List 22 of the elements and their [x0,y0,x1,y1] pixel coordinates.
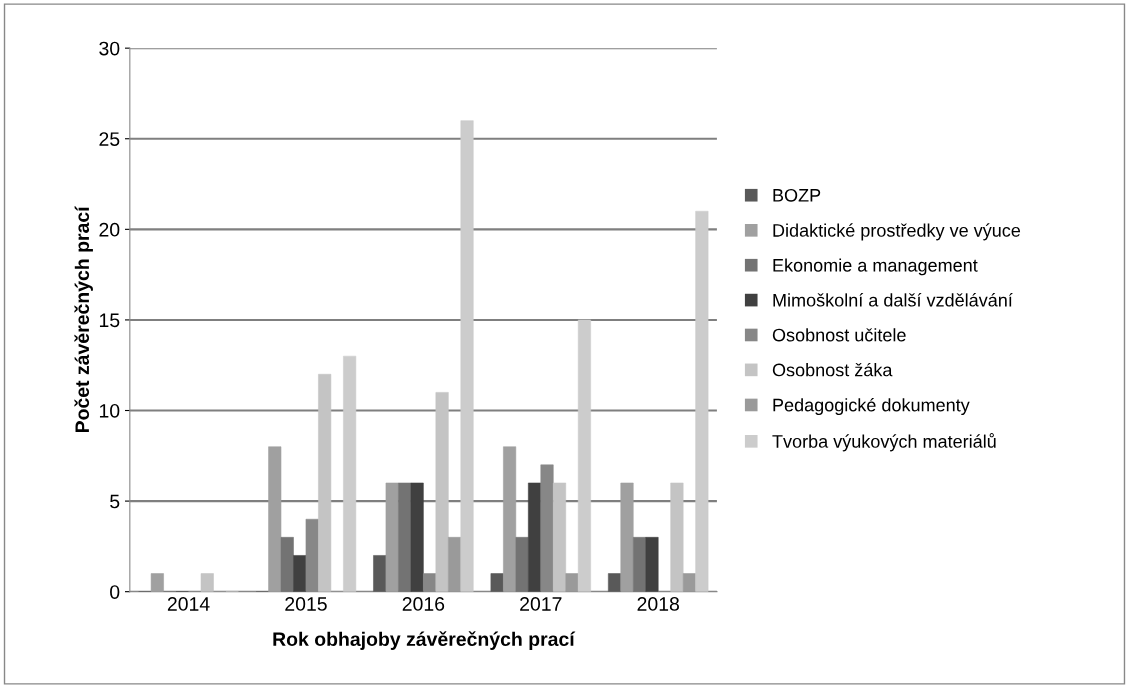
y-tick-label: 10 [99,403,120,418]
x-tick-label: 2016 [402,597,445,611]
legend-label: Ekonomie a management [773,258,978,276]
legend-label: Tvorba výukových materiálů [772,433,996,452]
y-tick-label: 0 [110,585,120,599]
x-tick-label: 2014 [167,597,210,611]
legend-label: BOZP [773,188,821,202]
y-axis-title: Počet závěrečných prací [74,205,93,433]
y-tick-label: 25 [99,132,120,146]
y-tick-label: 20 [99,222,120,237]
y-tick-label: 15 [99,313,120,328]
x-tick-label: 2018 [637,597,679,611]
y-tick-label: 5 [110,494,120,509]
legend-label: Osobnost žáka [772,362,893,377]
x-axis-title: Rok obhajoby závěrečných prací [273,631,576,650]
y-tick-label: 30 [99,41,120,56]
legend-label: Didaktické prostředky ve výuce [773,223,1021,241]
legend-label: Osobnost učitele [772,328,906,342]
x-tick-label: 2015 [285,597,327,611]
x-tick-label: 2017 [520,597,562,611]
legend-label: Mimoškolní a další vzdělávání [773,293,1013,307]
legend-label: Pedagogické dokumenty [773,397,970,416]
